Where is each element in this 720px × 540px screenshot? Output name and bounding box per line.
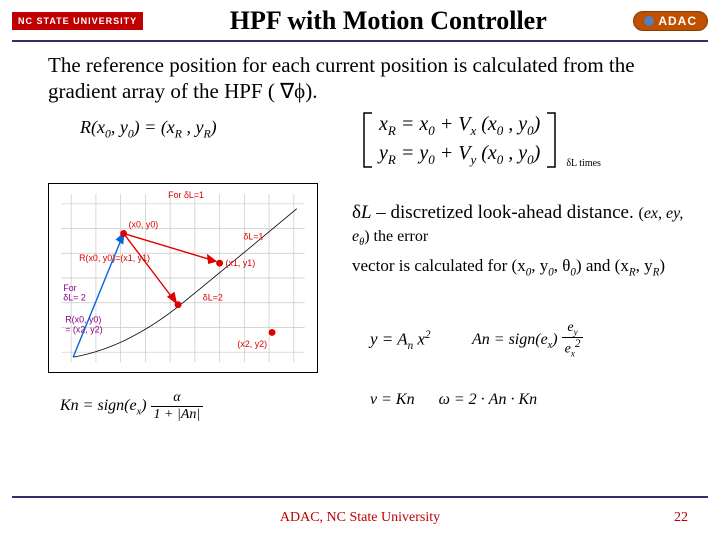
lbl-r-dl2a: R(x0, y0) xyxy=(65,314,101,324)
adac-dot-icon xyxy=(644,16,654,26)
lookahead-diagram: For δL=1 (x0, y0) δL=1 (x1, y1) R(x0, y0… xyxy=(48,183,318,373)
lbl-for-dl1: For δL=1 xyxy=(168,189,204,199)
page-number: 22 xyxy=(674,510,688,526)
equation-xr-yr: xR = x0 + Vx (x0 , y0) yR = y0 + Vy (x0 … xyxy=(360,111,599,169)
adac-text: ADAC xyxy=(658,14,697,28)
left-bracket-icon xyxy=(360,111,374,169)
footer-text: ADAC, NC State University xyxy=(0,510,720,526)
adac-badge: ADAC xyxy=(633,11,708,31)
lbl-x0y0: (x0, y0) xyxy=(129,219,159,229)
lbl-for-dl2b: δL= 2 xyxy=(63,292,86,302)
lbl-r-dl2b: = (x2, y2) xyxy=(65,324,102,334)
equation-v-omega: v = Kn ω = 2 · An · Kn xyxy=(370,391,537,409)
equation-An: An = sign(ex) eyex2 xyxy=(472,321,583,359)
error-vector-text: vector is calculated for (x0, y0, θ0) an… xyxy=(352,255,692,280)
lbl-x2y2: (x2, y2) xyxy=(237,339,267,349)
intro-text: The reference position for each current … xyxy=(0,42,720,105)
right-bracket-icon xyxy=(545,111,559,169)
nc-state-tag: NC STATE UNIVERSITY xyxy=(12,12,143,30)
page-title: HPF with Motion Controller xyxy=(153,6,623,36)
lbl-for-dl2a: For xyxy=(63,282,76,292)
deltaL-definition: δL – discretized look-ahead distance. (e… xyxy=(352,201,692,250)
equation-Kn: Kn = sign(ex) α1 + |An| xyxy=(60,391,203,422)
equation-R: R(x0, y0) = (xR , yR) xyxy=(80,117,217,141)
lbl-dl2: δL=2 xyxy=(203,292,223,302)
lbl-x1y1: (x1, y1) xyxy=(226,258,256,268)
footer-rule xyxy=(12,496,708,498)
delta-times-label: δL times xyxy=(566,158,601,169)
equation-parabola: y = An x2 xyxy=(370,329,430,352)
lbl-r-eq: R(x0, y0)=(x1, y1) xyxy=(79,253,150,263)
lbl-dl1: δL=1 xyxy=(243,231,263,241)
